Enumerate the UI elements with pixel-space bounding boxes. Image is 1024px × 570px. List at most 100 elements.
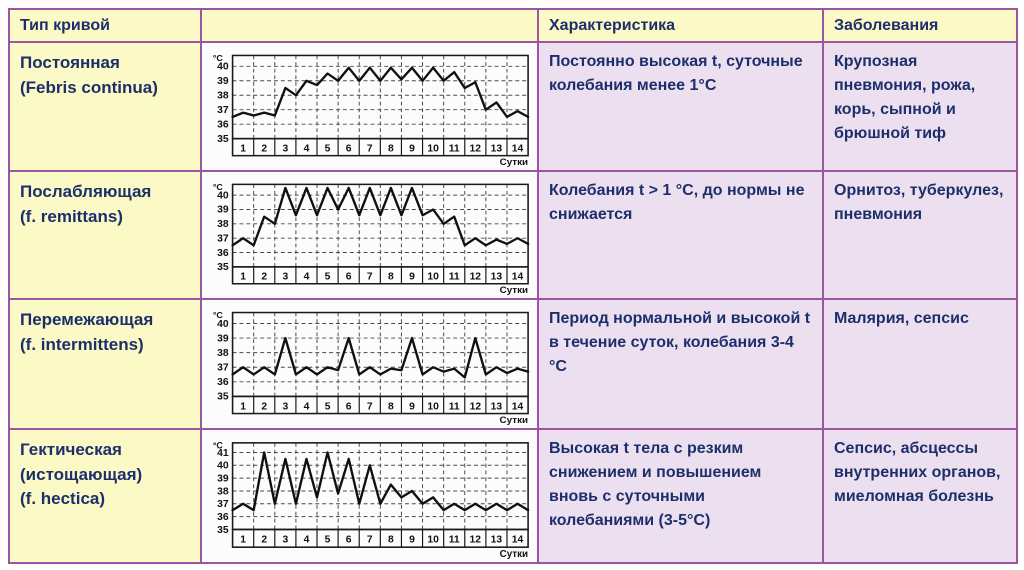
svg-text:38: 38: [217, 219, 229, 230]
svg-text:9: 9: [409, 535, 415, 546]
svg-text:6: 6: [346, 144, 352, 155]
svg-text:8: 8: [388, 401, 394, 412]
svg-text:11: 11: [449, 535, 460, 546]
svg-text:36: 36: [217, 248, 229, 259]
svg-text:9: 9: [409, 272, 415, 283]
svg-text:11: 11: [449, 401, 460, 412]
svg-text:5: 5: [325, 535, 331, 546]
svg-text:Сутки: Сутки: [500, 285, 529, 295]
curve-chart-cell: °C 40 39 38 37 36 35 1 2 3 4 5 6 7 8 9 10 11 12 13 14 Сутки: [200, 170, 539, 300]
svg-text:°C: °C: [213, 53, 224, 63]
svg-text:35: 35: [217, 392, 229, 403]
svg-text:10: 10: [427, 272, 439, 283]
svg-text:39: 39: [217, 76, 229, 87]
curve-type-label: Гектическая (истощающая) (f. hectica): [8, 428, 202, 564]
svg-text:35: 35: [217, 134, 229, 145]
svg-text:8: 8: [388, 535, 394, 546]
svg-text:36: 36: [217, 512, 229, 523]
table-row-intermittens: Перемежающая (f. intermittens) °C 40 39 38 3…: [8, 298, 1018, 430]
table-row-hectica: Гектическая (истощающая) (f. hectica) °C…: [8, 428, 1018, 564]
svg-text:1: 1: [240, 401, 246, 412]
svg-text:7: 7: [367, 401, 373, 412]
svg-text:37: 37: [217, 499, 229, 510]
header-row: Тип кривой Характеристика Заболевания: [8, 8, 1018, 43]
svg-text:13: 13: [491, 272, 503, 283]
svg-text:35: 35: [217, 262, 229, 273]
column-header-characteristic: Характеристика: [537, 8, 824, 43]
svg-text:2: 2: [261, 401, 267, 412]
svg-text:3: 3: [282, 272, 288, 283]
svg-text:6: 6: [346, 272, 352, 283]
table-row-remittans: Послабляющая (f. remittans) °C 40 39 38 37 36…: [8, 170, 1018, 300]
svg-text:1: 1: [240, 272, 246, 283]
curve-chart-cell: °C 40 39 38 37 36 35 1 2 3 4 5 6 7 8 9 10 11 12 13 14 Сутки: [200, 298, 539, 430]
svg-text:12: 12: [470, 272, 482, 283]
svg-text:38: 38: [217, 348, 229, 359]
diseases-text: Крупозная пневмония, рожа, корь, сыпной …: [822, 41, 1018, 172]
svg-text:°C: °C: [213, 441, 224, 451]
svg-text:14: 14: [512, 401, 524, 412]
svg-text:9: 9: [409, 401, 415, 412]
svg-text:40: 40: [217, 461, 229, 472]
svg-text:37: 37: [217, 234, 229, 245]
svg-text:12: 12: [470, 401, 482, 412]
svg-text:°C: °C: [213, 310, 224, 320]
fever-curves-table: Тип кривой Характеристика Заболевания По…: [8, 8, 1018, 564]
svg-text:1: 1: [240, 144, 246, 155]
svg-text:9: 9: [409, 144, 415, 155]
svg-text:Сутки: Сутки: [500, 157, 529, 167]
svg-text:2: 2: [261, 272, 267, 283]
svg-text:12: 12: [470, 535, 482, 546]
svg-text:7: 7: [367, 272, 373, 283]
column-header-curve-type: Тип кривой: [8, 8, 202, 43]
svg-text:10: 10: [427, 144, 439, 155]
column-header-diseases: Заболевания: [822, 8, 1018, 43]
characteristic-text: Постоянно высокая t, суточные колебания …: [537, 41, 824, 172]
curve-type-label: Постоянная (Febris continua): [8, 41, 202, 172]
curve-chart-cell: °C 40 39 38 37 36 35 1 2 3 4 5 6 7 8 9 10 11 12 13 14 Сутки: [200, 41, 539, 172]
curve-type-label: Перемежающая (f. intermittens): [8, 298, 202, 430]
svg-text:8: 8: [388, 144, 394, 155]
table-row-continua: Постоянная (Febris continua) °C 40 39 38 37 3…: [8, 41, 1018, 172]
svg-text:10: 10: [427, 401, 439, 412]
svg-text:4: 4: [304, 272, 310, 283]
svg-text:36: 36: [217, 377, 229, 388]
svg-text:°C: °C: [213, 182, 223, 192]
svg-text:Сутки: Сутки: [500, 415, 529, 425]
svg-text:41: 41: [217, 448, 229, 459]
svg-text:4: 4: [304, 401, 310, 412]
svg-text:8: 8: [388, 272, 394, 283]
svg-text:13: 13: [491, 401, 503, 412]
curve-type-label: Послабляющая (f. remittans): [8, 170, 202, 300]
svg-text:6: 6: [346, 401, 352, 412]
diseases-text: Сепсис, абсцессы внутренних органов, мие…: [822, 428, 1018, 564]
svg-text:40: 40: [217, 191, 229, 202]
svg-text:13: 13: [491, 535, 503, 546]
svg-text:39: 39: [217, 205, 229, 216]
svg-text:11: 11: [449, 144, 460, 155]
column-header-chart: [200, 8, 539, 43]
svg-text:14: 14: [512, 535, 524, 546]
svg-text:39: 39: [217, 474, 229, 485]
svg-text:4: 4: [304, 144, 310, 155]
svg-text:14: 14: [512, 272, 524, 283]
curve-chart-cell: °C 41 40 39 38 37 36 35 1 2 3 4 5 6 7 8 9 10 11 12 13 14 Сутки: [200, 428, 539, 564]
svg-text:37: 37: [217, 363, 229, 374]
svg-text:5: 5: [325, 144, 331, 155]
svg-text:7: 7: [367, 535, 373, 546]
svg-text:3: 3: [282, 401, 288, 412]
diseases-text: Орнитоз, туберкулез, пневмония: [822, 170, 1018, 300]
diseases-text: Малярия, сепсис: [822, 298, 1018, 430]
svg-text:35: 35: [217, 525, 229, 536]
svg-text:38: 38: [217, 91, 229, 102]
svg-text:37: 37: [217, 105, 229, 116]
svg-text:13: 13: [491, 144, 503, 155]
svg-text:6: 6: [346, 535, 352, 546]
svg-text:11: 11: [449, 272, 460, 283]
svg-text:2: 2: [261, 535, 267, 546]
